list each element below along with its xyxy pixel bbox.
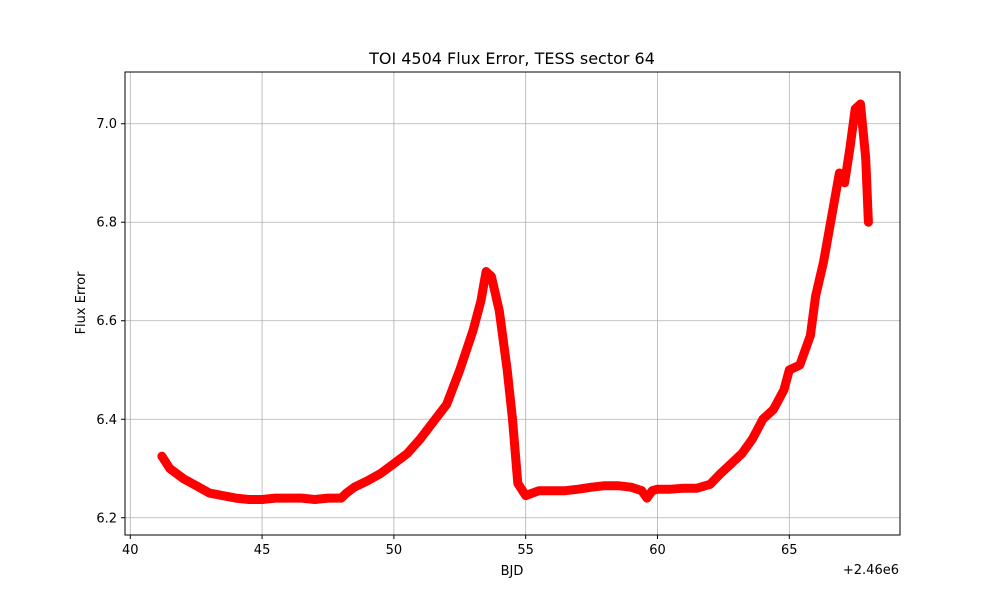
data-point	[431, 419, 436, 424]
data-point	[444, 402, 449, 407]
data-point	[549, 488, 555, 493]
data-point	[863, 156, 868, 161]
data-point	[404, 451, 410, 456]
data-point	[829, 215, 834, 220]
data-point	[510, 417, 515, 422]
y-tick-label: 6.6	[96, 314, 117, 329]
data-point	[515, 481, 520, 486]
data-point	[808, 333, 813, 338]
data-point	[615, 483, 621, 488]
data-point	[259, 497, 265, 502]
x-axis-offset-label: +2.46e6	[843, 563, 899, 578]
y-tick-label: 6.4	[96, 413, 117, 428]
y-tick-label: 7.0	[96, 117, 117, 132]
data-point	[837, 170, 842, 176]
data-point	[312, 497, 317, 502]
data-point	[739, 451, 744, 456]
data-point	[866, 220, 871, 225]
data-point	[813, 293, 818, 299]
data-point	[708, 482, 713, 487]
data-point	[497, 308, 502, 314]
data-point	[694, 486, 700, 491]
data-point	[391, 461, 397, 466]
x-tick-label: 55	[517, 543, 534, 558]
x-axis-label: BJD	[501, 564, 524, 579]
data-point	[858, 101, 863, 107]
data-point	[781, 387, 787, 392]
data-point	[180, 476, 186, 481]
data-point	[220, 493, 225, 498]
data-point	[847, 146, 853, 151]
data-point	[589, 485, 594, 490]
data-point	[536, 488, 542, 493]
series-band	[157, 99, 873, 504]
grid-layer	[125, 72, 900, 535]
data-point	[602, 483, 607, 488]
data-point	[628, 485, 634, 490]
y-tick-label: 6.2	[96, 511, 117, 526]
data-point	[787, 367, 792, 373]
chart-title: TOI 4504 Flux Error, TESS sector 64	[368, 49, 655, 68]
data-layer	[157, 99, 873, 504]
data-point	[523, 493, 528, 498]
data-point	[344, 490, 349, 496]
data-point	[821, 259, 826, 264]
data-point	[207, 490, 212, 496]
data-point	[299, 495, 304, 501]
data-point	[418, 436, 423, 442]
data-point	[167, 466, 172, 471]
y-axis-label: Flux Error	[74, 271, 89, 334]
data-point	[325, 495, 331, 501]
data-point	[853, 106, 858, 112]
data-point	[457, 367, 462, 373]
data-point	[470, 328, 476, 333]
data-point	[489, 274, 494, 279]
data-point	[339, 495, 344, 501]
data-point	[273, 495, 278, 501]
data-point	[233, 495, 238, 501]
data-point	[505, 367, 510, 373]
data-point	[378, 471, 383, 476]
data-point	[563, 488, 568, 493]
data-point	[797, 362, 802, 368]
data-point	[771, 407, 776, 412]
data-point	[365, 478, 370, 483]
data-point	[760, 417, 766, 422]
data-point	[478, 298, 484, 304]
x-tick-label: 40	[122, 543, 139, 558]
plot-frame	[124, 71, 901, 536]
data-point	[286, 495, 291, 501]
data-point	[159, 454, 165, 459]
x-tick-label: 50	[386, 543, 403, 558]
data-point	[655, 487, 660, 492]
x-tick-label: 45	[254, 543, 271, 558]
tick-layer: 40 45 50 55 60 65 6.2 6.4 6.6 6.8 7.0	[96, 117, 797, 558]
data-point	[194, 483, 199, 488]
data-point	[729, 461, 734, 466]
data-point	[718, 471, 723, 476]
y-tick-label: 6.8	[96, 216, 117, 231]
data-point	[352, 485, 357, 490]
data-point	[639, 488, 644, 493]
x-tick-label: 60	[649, 543, 666, 558]
data-point	[750, 436, 755, 442]
data-point	[576, 487, 581, 492]
data-point	[644, 495, 650, 501]
data-point	[668, 487, 673, 492]
data-point	[842, 180, 847, 185]
data-point	[246, 497, 252, 502]
data-point	[681, 486, 686, 491]
x-tick-label: 65	[781, 543, 798, 558]
data-point	[650, 488, 655, 493]
data-point	[483, 269, 489, 274]
